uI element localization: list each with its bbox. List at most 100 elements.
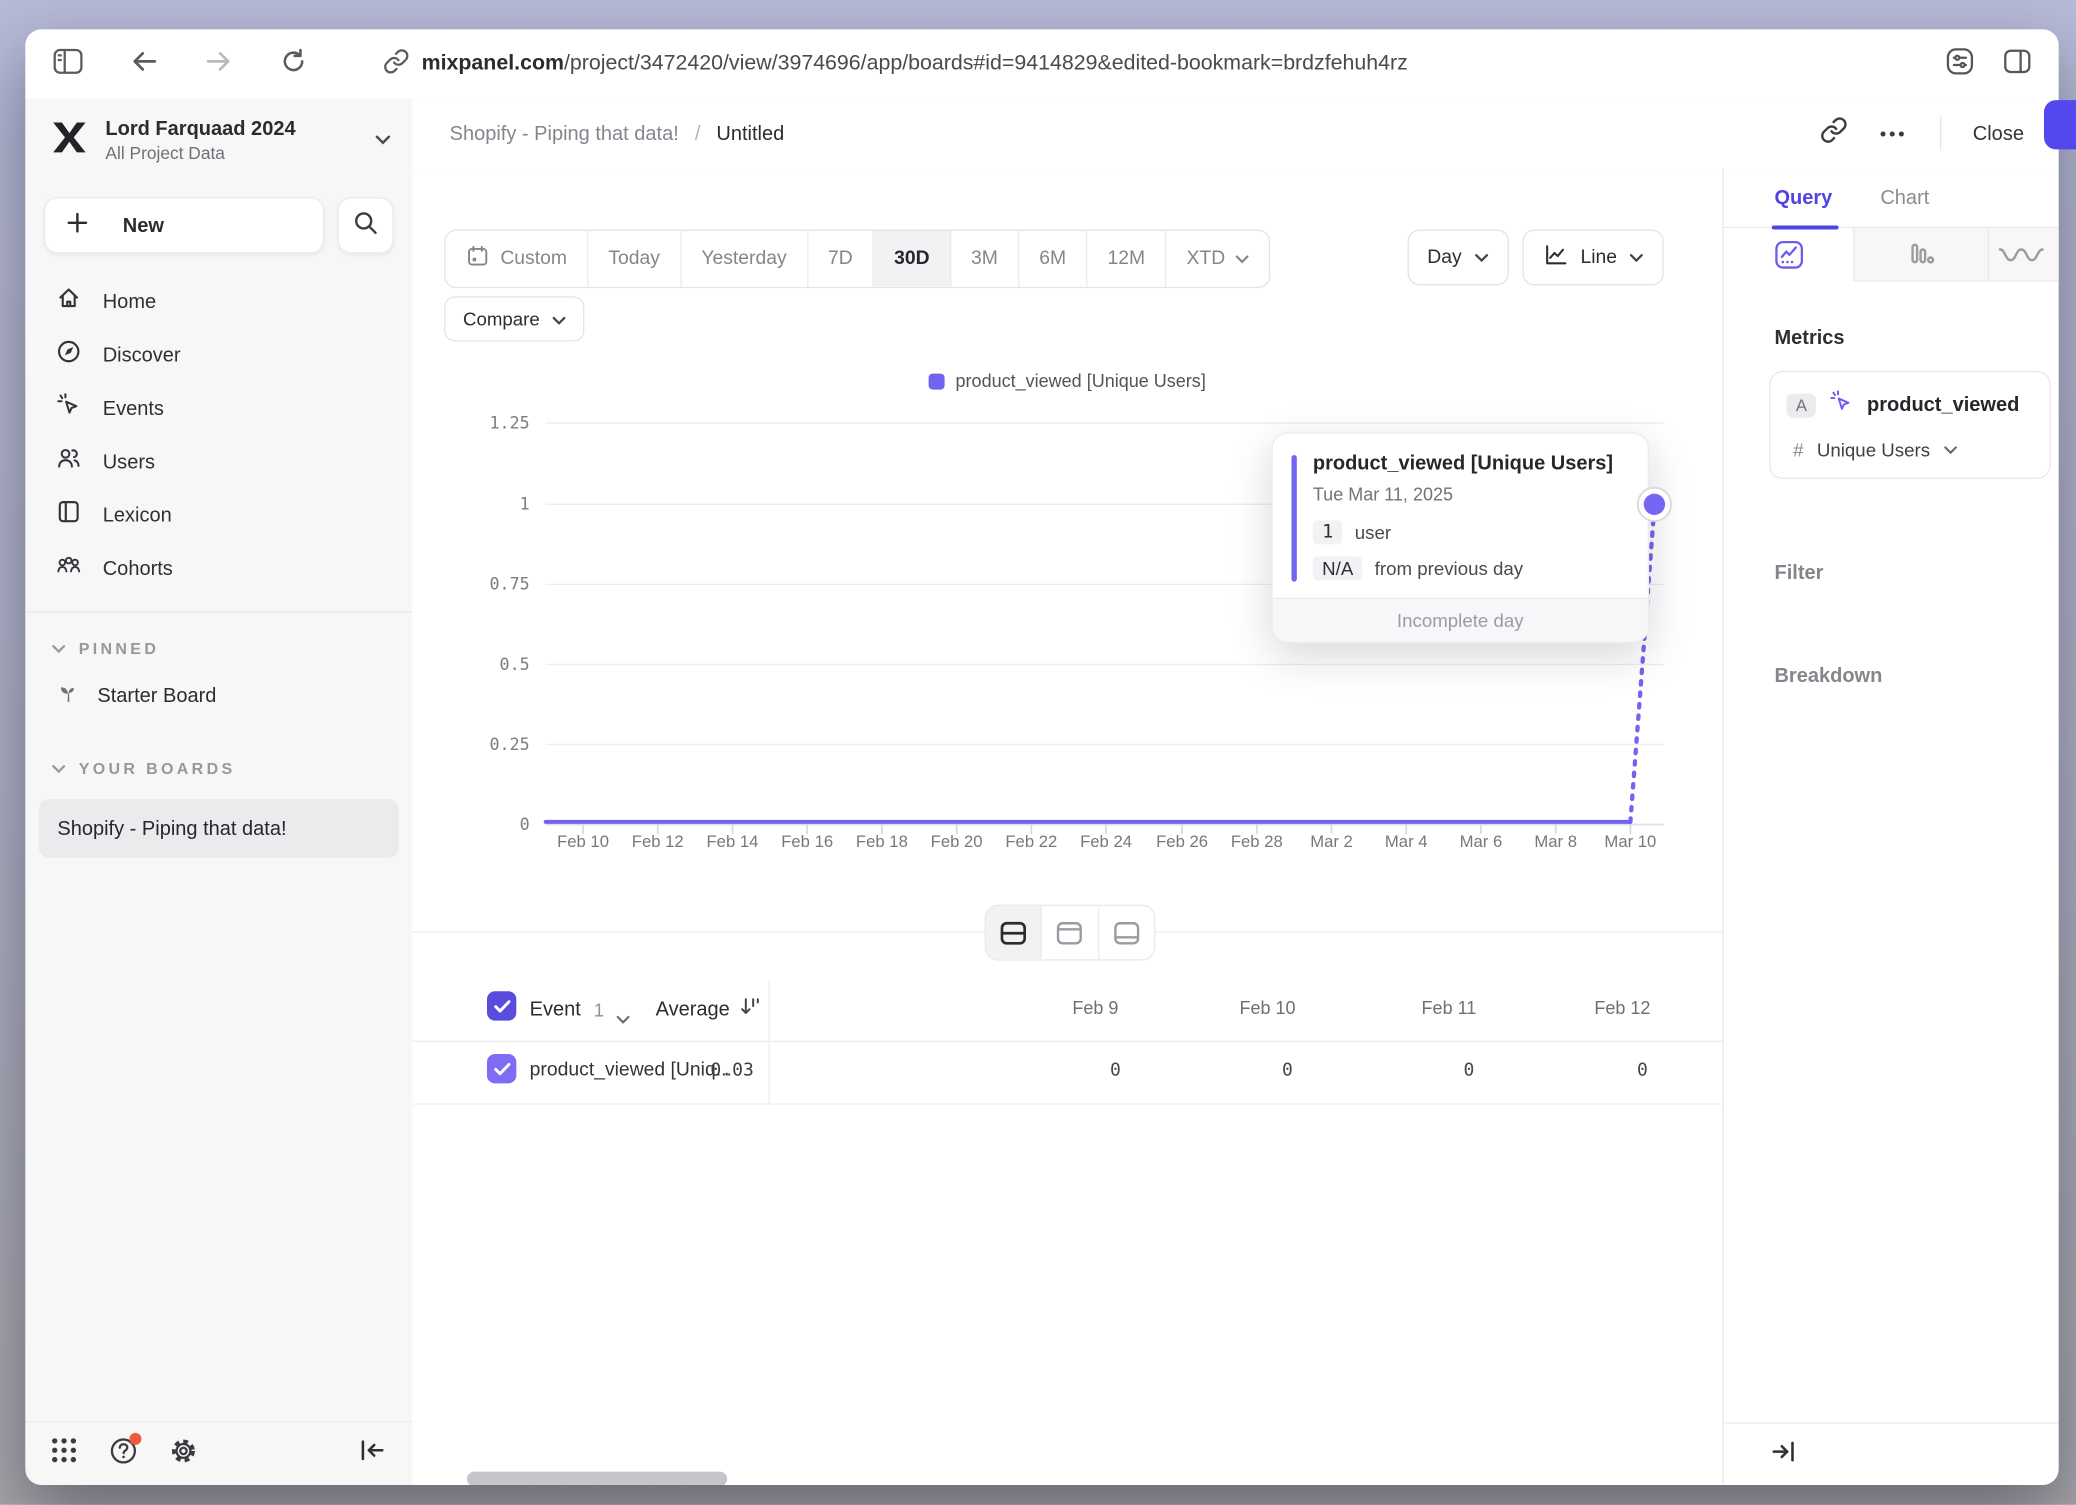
panel-footer xyxy=(1723,1422,2059,1485)
report-area: Custom Today Yesterday 7D 30D 3M 6M 12M … xyxy=(412,168,1723,1485)
compare-button[interactable]: Compare xyxy=(444,296,584,342)
x-axis-label: Mar 8 xyxy=(1534,832,1577,852)
x-axis-label: Feb 18 xyxy=(855,832,908,852)
browser-extensions-icon[interactable] xyxy=(1944,45,1976,84)
range-label: XTD xyxy=(1186,248,1226,270)
sidebar-item-lexicon[interactable]: Lexicon xyxy=(25,488,412,541)
chart-type-value: Line xyxy=(1580,246,1618,269)
sidebar-item-home[interactable]: Home xyxy=(25,275,412,328)
range-label: 12M xyxy=(1107,248,1146,270)
range-custom[interactable]: Custom xyxy=(446,230,589,287)
range-today[interactable]: Today xyxy=(588,230,682,287)
more-options-icon[interactable]: ••• xyxy=(1879,122,1908,145)
divider xyxy=(1939,116,1941,151)
x-axis-label: Mar 2 xyxy=(1310,832,1353,852)
data-point-marker[interactable] xyxy=(1634,484,1674,524)
range-label: Today xyxy=(608,248,660,270)
table-cell: 0 xyxy=(1282,1059,1293,1081)
sidebar-item-events[interactable]: Events xyxy=(25,382,412,435)
plus-icon xyxy=(67,211,88,239)
browser-sidebar-icon[interactable] xyxy=(52,46,84,82)
layout-split-button[interactable] xyxy=(985,905,1043,960)
range-label: Yesterday xyxy=(701,248,787,270)
sort-descending-icon[interactable] xyxy=(739,995,762,1024)
help-button[interactable] xyxy=(108,1432,142,1472)
query-panel: Query Chart Metrics A xyxy=(1722,168,2059,1485)
event-column-header[interactable]: Event xyxy=(529,997,581,1021)
sidebar-item-label: Users xyxy=(102,450,155,473)
back-icon[interactable] xyxy=(129,49,158,80)
sidebar-item-label: Events xyxy=(102,396,164,420)
reload-icon[interactable] xyxy=(279,46,308,82)
project-switcher[interactable]: Lord Farquaad 2024 All Project Data xyxy=(25,99,412,176)
metric-card[interactable]: A product_viewed # Unique Users xyxy=(1769,370,2051,479)
pinned-section-toggle[interactable]: PINNED xyxy=(25,615,412,668)
forward-icon[interactable] xyxy=(204,49,233,80)
event-count: 1 xyxy=(593,999,605,1021)
project-name: Lord Farquaad 2024 xyxy=(105,117,296,141)
range-6m[interactable]: 6M xyxy=(1019,230,1088,287)
x-axis-label: Feb 10 xyxy=(557,832,609,852)
home-icon xyxy=(55,284,83,319)
chart-type-dropdown[interactable]: Line xyxy=(1521,229,1664,286)
sidebar-item-cohorts[interactable]: Cohorts xyxy=(25,542,412,595)
compass-icon xyxy=(55,338,83,373)
your-boards-section-toggle[interactable]: YOUR BOARDS xyxy=(25,722,412,789)
range-yesterday[interactable]: Yesterday xyxy=(681,230,809,287)
metric-event-name: product_viewed xyxy=(1866,393,2020,417)
new-button[interactable]: New xyxy=(44,197,325,254)
range-12m[interactable]: 12M xyxy=(1088,230,1167,287)
layout-chart-bottom-button[interactable] xyxy=(1099,906,1154,959)
pinned-header: PINNED xyxy=(78,639,160,658)
tab-query[interactable]: Query xyxy=(1774,186,1833,209)
range-3m[interactable]: 3M xyxy=(951,230,1020,287)
insights-tab-selected[interactable] xyxy=(1723,228,1855,282)
chart-plot[interactable] xyxy=(412,368,1722,875)
url-bar[interactable]: mixpanel.com/project/3472420/view/397469… xyxy=(422,52,1408,76)
browser-panel-toggle-icon[interactable] xyxy=(2003,47,2032,80)
granularity-dropdown[interactable]: Day xyxy=(1407,229,1509,286)
sidebar-item-discover[interactable]: Discover xyxy=(25,328,412,381)
select-all-checkbox[interactable] xyxy=(486,991,517,1021)
date-column-header: Feb 12 xyxy=(1594,997,1651,1018)
breakdown-header: Breakdown xyxy=(1774,664,1883,688)
range-xtd[interactable]: XTD xyxy=(1167,231,1270,287)
save-button-stub[interactable] xyxy=(2043,100,2076,150)
breadcrumb-board[interactable]: Shopify - Piping that data! xyxy=(449,122,679,145)
search-button[interactable] xyxy=(337,197,394,254)
share-link-icon[interactable] xyxy=(1820,116,1848,151)
sidebar-item-users[interactable]: Users xyxy=(25,435,412,488)
users-icon xyxy=(55,444,83,479)
table-row-name[interactable]: product_viewed [Uniq... xyxy=(529,1059,732,1081)
range-7d[interactable]: 7D xyxy=(808,230,875,287)
cohorts-icon xyxy=(55,551,83,586)
horizontal-scrollbar[interactable] xyxy=(466,1471,728,1485)
x-axis-label: Feb 14 xyxy=(706,832,759,852)
collapse-sidebar-icon[interactable] xyxy=(359,1438,386,1469)
close-button[interactable]: Close xyxy=(1972,122,2024,145)
apps-grid-icon[interactable] xyxy=(49,1436,78,1472)
breadcrumb-page[interactable]: Untitled xyxy=(716,122,785,145)
tooltip-delta: N/A xyxy=(1312,556,1363,581)
collapse-panel-icon[interactable] xyxy=(1770,1439,1797,1470)
range-30d-selected[interactable]: 30D xyxy=(874,230,952,287)
x-axis-label: Mar 6 xyxy=(1459,832,1503,852)
flows-tab[interactable] xyxy=(1989,228,2059,282)
chevron-down-icon[interactable] xyxy=(616,1007,630,1031)
tooltip-accent-bar xyxy=(1291,454,1297,582)
settings-gear-icon[interactable] xyxy=(168,1435,199,1472)
metric-measure-dropdown[interactable]: Unique Users xyxy=(1816,438,1931,461)
average-column-header[interactable]: Average xyxy=(655,997,730,1021)
x-axis-ticks xyxy=(582,824,1632,834)
cursor-click-icon xyxy=(55,391,83,426)
chart-legend[interactable]: product_viewed [Unique Users] xyxy=(412,371,1722,391)
layout-chart-top-button[interactable] xyxy=(1042,905,1099,960)
tab-chart[interactable]: Chart xyxy=(1880,186,1930,209)
row-checkbox[interactable] xyxy=(486,1054,517,1084)
sidebar-item-board-selected[interactable]: Shopify - Piping that data! xyxy=(38,799,399,858)
funnels-tab[interactable] xyxy=(1854,228,1990,282)
range-label: 3M xyxy=(971,248,998,270)
sidebar-item-starter-board[interactable]: Starter Board xyxy=(25,668,412,721)
x-axis-label: Feb 12 xyxy=(631,832,684,852)
